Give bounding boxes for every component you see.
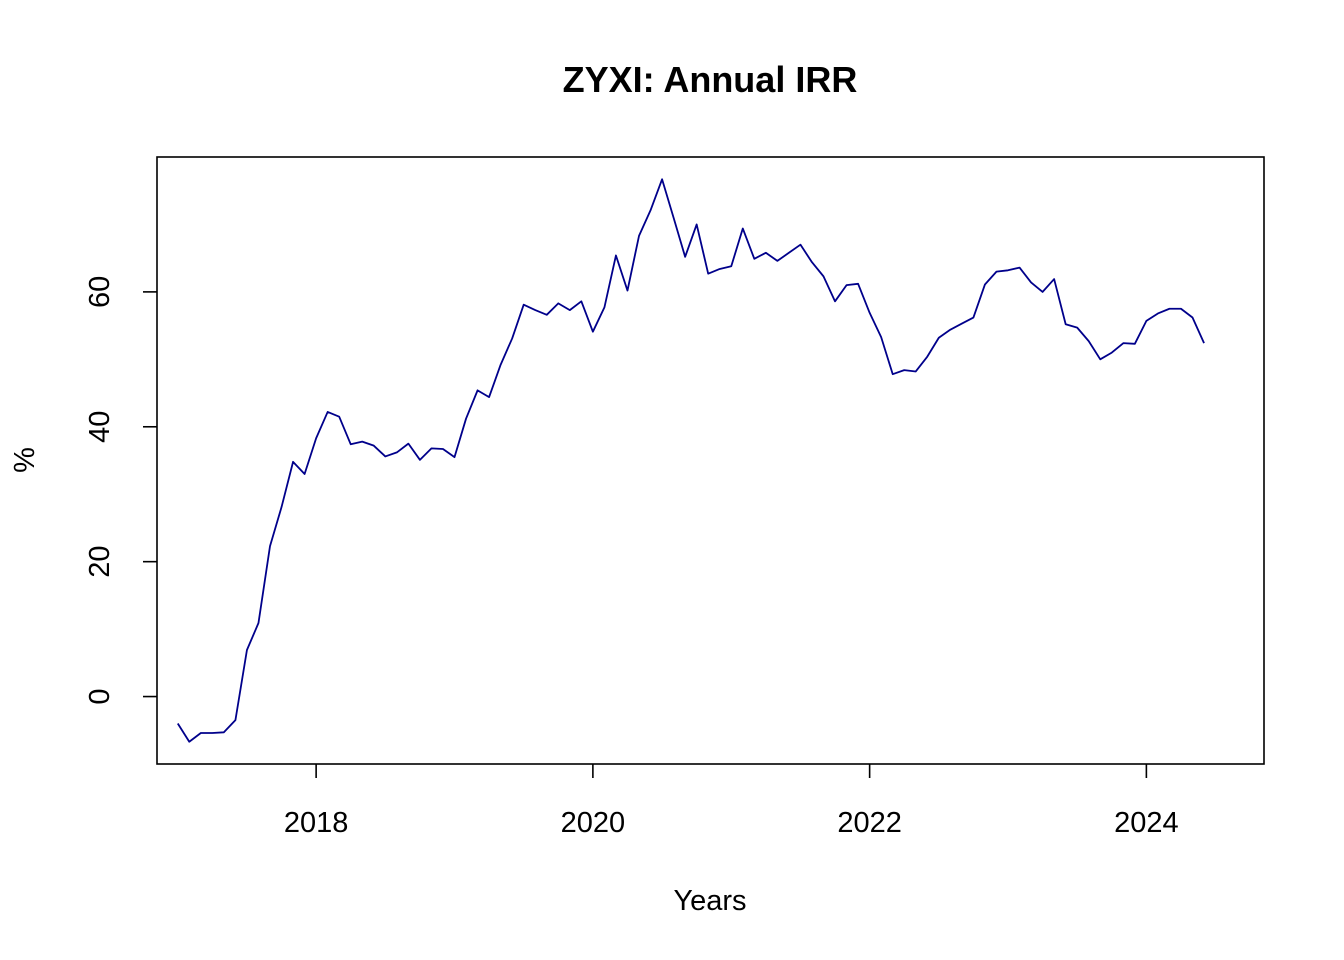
x-axis-label: Years [673,885,746,917]
y-axis-label: % [9,447,41,473]
irr-series-line [176,178,1205,743]
chart-title: ZYXI: Annual IRR [563,59,858,100]
plot-frame [156,156,1265,765]
y-tick-label: 40 [84,411,116,443]
y-axis: 0 20 40 60 [84,276,157,705]
x-tick-label: 2018 [284,807,349,839]
y-tick-label: 20 [84,546,116,578]
x-axis: 2018 2020 2022 2024 [284,764,1179,839]
x-tick-label: 2022 [837,807,902,839]
series-layer [176,178,1205,743]
x-tick-label: 2024 [1114,807,1179,839]
y-tick-label: 0 [84,688,116,704]
x-tick-label: 2020 [561,807,626,839]
y-tick-label: 60 [84,276,116,308]
